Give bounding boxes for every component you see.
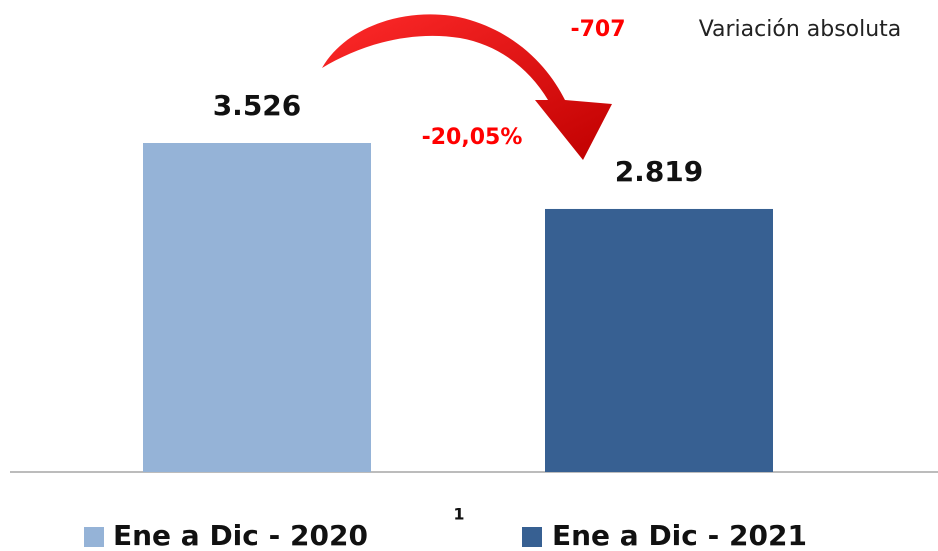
annotation: Variación absoluta (699, 17, 902, 42)
legend-swatch (522, 527, 542, 547)
value-label: 2.819 (615, 155, 704, 188)
annotation: -20,05% (422, 125, 523, 150)
legend-swatch (84, 527, 104, 547)
bar (545, 208, 773, 472)
variation-arrow (322, 14, 612, 160)
value-label: 3.526 (213, 89, 302, 122)
legend-label: Ene a Dic - 2021 (552, 519, 807, 551)
legend-label: Ene a Dic - 2020 (113, 519, 368, 551)
annotation: -707 (570, 17, 625, 42)
bar (143, 143, 371, 472)
x-tick-label: 1 (453, 505, 464, 524)
